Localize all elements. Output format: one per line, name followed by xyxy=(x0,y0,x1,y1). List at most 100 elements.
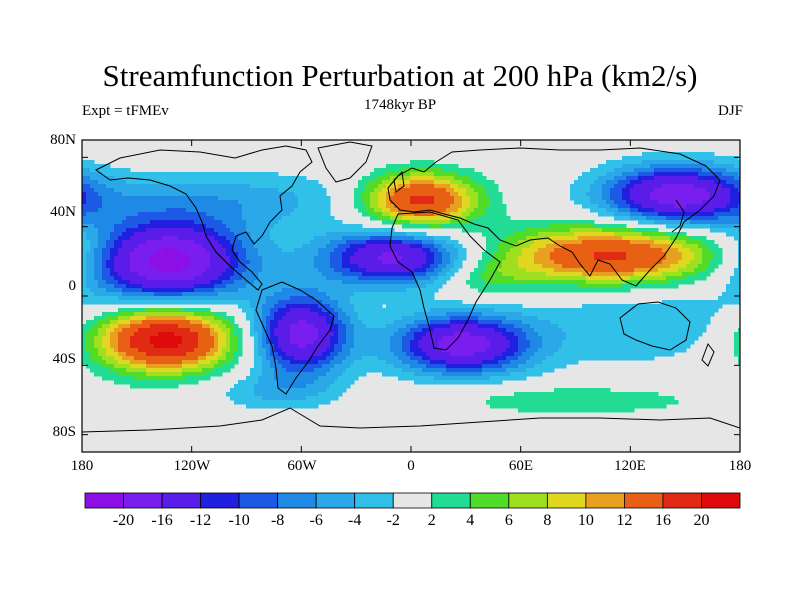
field-cell xyxy=(490,272,495,277)
field-cell xyxy=(274,280,279,285)
field-cell xyxy=(370,188,375,193)
field-cell xyxy=(462,180,467,185)
field-cell xyxy=(86,280,91,285)
field-cell xyxy=(202,284,207,289)
field-cell xyxy=(118,280,123,285)
field-cell xyxy=(218,188,223,193)
field-cell xyxy=(462,200,467,205)
field-cell xyxy=(654,236,659,241)
field-cell xyxy=(454,264,459,269)
field-cell xyxy=(634,228,639,233)
field-cell xyxy=(94,252,99,257)
field-cell xyxy=(634,252,639,257)
field-cell xyxy=(182,192,187,197)
field-cell xyxy=(542,288,547,293)
field-cell xyxy=(114,272,119,277)
field-cell xyxy=(686,152,691,157)
field-cell xyxy=(266,172,271,177)
field-cell xyxy=(290,272,295,277)
field-cell xyxy=(406,212,411,217)
field-cell xyxy=(718,252,723,257)
field-cell xyxy=(434,260,439,265)
field-cell xyxy=(226,280,231,285)
field-cell xyxy=(622,288,627,293)
field-cell xyxy=(646,172,651,177)
field-cell xyxy=(726,172,731,177)
field-cell xyxy=(450,256,455,261)
field-cell xyxy=(190,196,195,201)
field-cell xyxy=(378,272,383,277)
field-cell xyxy=(250,264,255,269)
field-cell xyxy=(718,256,723,261)
field-cell xyxy=(98,164,103,169)
field-cell xyxy=(126,220,131,225)
field-cell xyxy=(330,264,335,269)
field-cell xyxy=(566,280,571,285)
field-cell xyxy=(234,216,239,221)
field-cell xyxy=(586,248,591,253)
field-cell xyxy=(510,236,515,241)
field-cell xyxy=(698,212,703,217)
field-cell xyxy=(438,164,443,169)
field-cell xyxy=(610,208,615,213)
field-cell xyxy=(410,284,415,289)
field-cell xyxy=(174,204,179,209)
field-cell xyxy=(258,260,263,265)
field-cell xyxy=(206,232,211,237)
field-cell xyxy=(206,180,211,185)
field-cell xyxy=(138,284,143,289)
field-cell xyxy=(690,196,695,201)
field-cell xyxy=(718,184,723,189)
field-cell xyxy=(142,252,147,257)
field-cell xyxy=(630,252,635,257)
field-cell xyxy=(310,260,315,265)
field-cell xyxy=(698,204,703,209)
field-cell xyxy=(638,160,643,165)
field-cell xyxy=(290,180,295,185)
field-cell xyxy=(146,300,151,305)
field-cell xyxy=(302,180,307,185)
field-cell xyxy=(222,200,227,205)
field-cell xyxy=(722,180,727,185)
field-cell xyxy=(678,256,683,261)
field-cell xyxy=(574,188,579,193)
field-cell xyxy=(82,248,87,253)
field-cell xyxy=(114,292,119,297)
field-cell xyxy=(266,264,271,269)
field-cell xyxy=(682,176,687,181)
field-cell xyxy=(738,236,740,241)
field-cell xyxy=(394,276,399,281)
field-cell xyxy=(390,188,395,193)
field-cell xyxy=(358,256,363,261)
field-cell xyxy=(594,288,599,293)
field-cell xyxy=(238,244,243,249)
field-cell xyxy=(498,244,503,249)
field-cell xyxy=(438,236,443,241)
field-cell xyxy=(146,184,151,189)
field-cell xyxy=(406,240,411,245)
field-cell xyxy=(106,168,111,173)
field-cell xyxy=(178,260,183,265)
field-cell xyxy=(162,180,167,185)
field-cell xyxy=(82,216,87,221)
field-cell xyxy=(466,224,471,229)
field-cell xyxy=(566,288,571,293)
field-cell xyxy=(274,172,279,177)
field-cell xyxy=(274,236,279,241)
field-cell xyxy=(338,284,343,289)
field-cell xyxy=(138,212,143,217)
field-cell xyxy=(734,292,739,297)
field-cell xyxy=(662,164,667,169)
field-cell xyxy=(558,268,563,273)
field-cell xyxy=(214,232,219,237)
field-cell xyxy=(374,248,379,253)
field-cell xyxy=(246,268,251,273)
field-cell xyxy=(282,276,287,281)
field-cell xyxy=(322,272,327,277)
field-cell xyxy=(738,228,740,233)
field-cell xyxy=(642,156,647,161)
field-cell xyxy=(102,244,107,249)
field-cell xyxy=(102,224,107,229)
field-cell xyxy=(682,224,687,229)
field-cell xyxy=(734,196,739,201)
